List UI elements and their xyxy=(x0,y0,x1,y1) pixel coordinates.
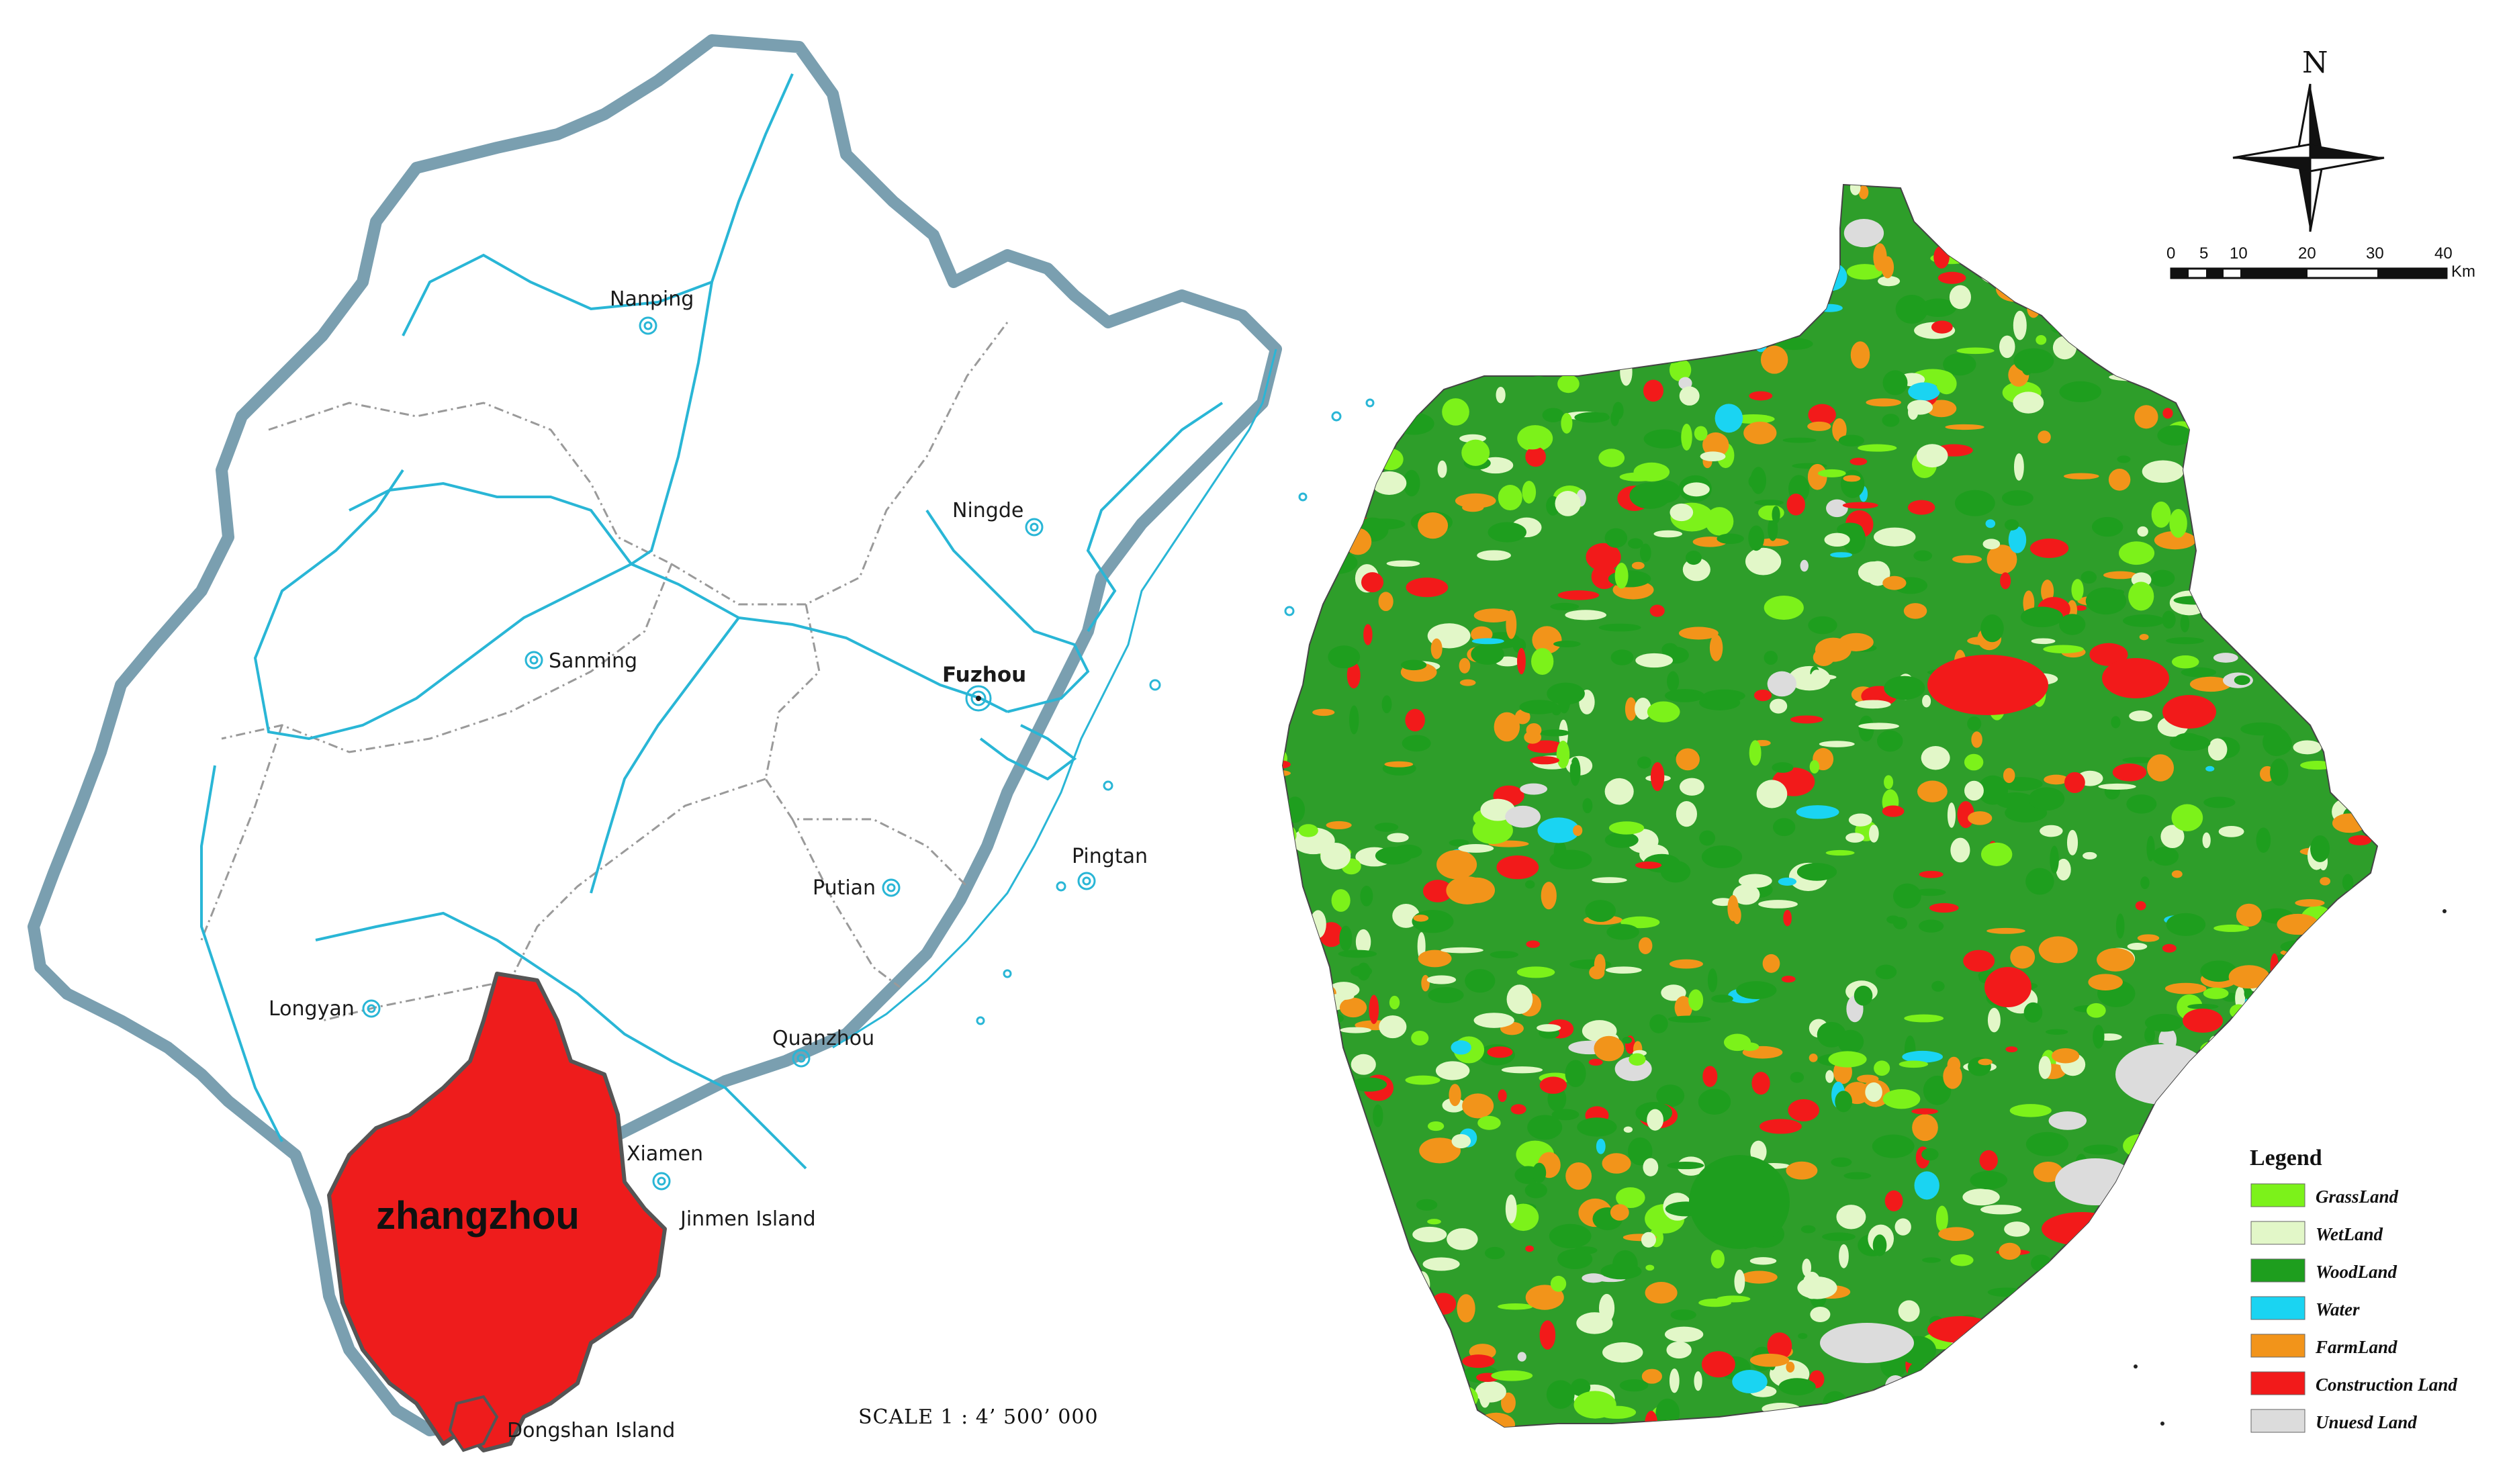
legend-swatch-water xyxy=(2250,1296,2305,1320)
scale-tick-40: 40 xyxy=(2434,244,2453,263)
legend-label-wetland: WetLand xyxy=(2316,1224,2383,1244)
legend-items: GrassLand WetLand WoodLand Water FarmLand Con… xyxy=(2250,1183,2457,1433)
legend-title: Legend xyxy=(2250,1146,2322,1170)
city-label-sanming: Sanming xyxy=(549,649,637,673)
zhangzhou-region xyxy=(327,972,667,1452)
coastal-islets xyxy=(976,398,1375,1025)
coastline xyxy=(832,349,1277,1049)
scale-tick-10: 10 xyxy=(2230,244,2248,263)
scale-tick-5: 5 xyxy=(2199,244,2208,263)
city-label-putian: Putian xyxy=(813,876,876,900)
legend-swatch-unuesd-land xyxy=(2250,1409,2305,1433)
legend-label-grassland: GrassLand xyxy=(2316,1187,2399,1207)
city-label-ningde: Ningde xyxy=(952,499,1023,522)
legend-swatch-woodland xyxy=(2250,1258,2305,1283)
city-label-xiamen: Xiamen xyxy=(627,1142,703,1166)
city-label-quanzhou: Quanzhou xyxy=(772,1027,874,1050)
city-label-longyan: Longyan xyxy=(269,997,355,1021)
legend-label-farmland: FarmLand xyxy=(2315,1337,2397,1357)
legend-label-unuesd-land: Unuesd Land xyxy=(2316,1412,2417,1432)
north-arrow-south xyxy=(2297,158,2310,232)
region-label-zhangzhou: zhangzhou xyxy=(376,1194,580,1238)
legend-swatch-construction-land xyxy=(2250,1371,2305,1395)
dongshan-island-shape xyxy=(448,1395,499,1452)
legend-label-woodland: WoodLand xyxy=(2316,1262,2397,1282)
scale-unit: Km xyxy=(2451,263,2475,281)
fujian-map: zhangzhou Nanping Ningde Sanming Fuzhou … xyxy=(28,34,1375,1452)
city-label-nanping: Nanping xyxy=(610,287,694,311)
legend-swatch-farmland xyxy=(2250,1334,2305,1358)
scale-tick-30: 30 xyxy=(2366,244,2384,263)
island-label-jinmen: Jinmen Island xyxy=(679,1207,816,1231)
scale-bar: 0 5 10 20 30 40 Km xyxy=(2166,244,2475,281)
city-label-pingtan: Pingtan xyxy=(1072,845,1148,868)
city-label-fuzhou: Fuzhou xyxy=(942,663,1026,687)
legend: Legend GrassLand WetLand WoodLand Water Farm… xyxy=(2250,1146,2457,1433)
scale-tick-20: 20 xyxy=(2298,244,2316,263)
north-arrow: N xyxy=(2232,46,2385,232)
map-scale-text: SCALE 1 : 4’ 500’ 000 xyxy=(858,1405,1099,1429)
legend-swatch-grassland xyxy=(2250,1183,2305,1207)
legend-swatch-wetland xyxy=(2250,1221,2305,1245)
legend-label-water: Water xyxy=(2316,1299,2360,1319)
legend-label-construction-land: Construction Land xyxy=(2316,1375,2457,1395)
north-arrow-west xyxy=(2233,158,2310,171)
landuse-map xyxy=(1281,183,2447,1428)
offshore-dots xyxy=(2134,909,2447,1426)
city-markers xyxy=(362,316,1096,1191)
scale-tick-0: 0 xyxy=(2166,244,2175,263)
north-arrow-north xyxy=(2310,84,2324,158)
north-arrow-east xyxy=(2310,144,2384,158)
island-label-dongshan: Dongshan Island xyxy=(507,1419,675,1442)
north-label: N xyxy=(2302,46,2328,80)
